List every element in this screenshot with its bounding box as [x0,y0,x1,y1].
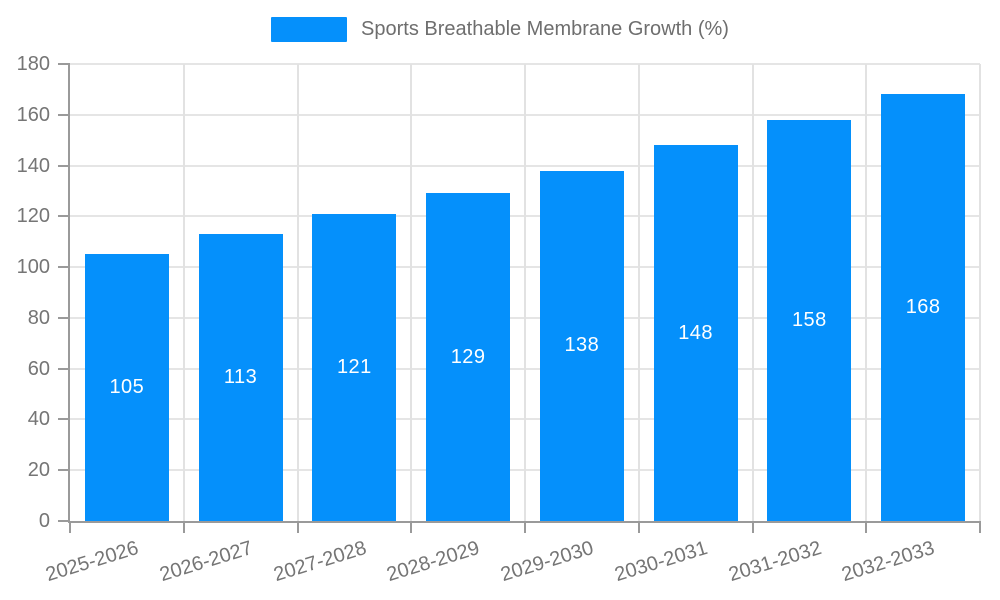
legend[interactable]: Sports Breathable Membrane Growth (%) [0,17,1000,42]
bar-2027-2028: 121 [312,213,397,521]
x-axis-tick-label: 2026-2027 [157,537,256,587]
y-axis-tick [58,418,70,421]
legend-swatch-icon [271,17,348,42]
y-axis-tick [58,215,70,218]
bar-value-label: 168 [905,296,941,319]
bar-2031-2032: 158 [767,119,852,521]
gridline-vertical [865,64,868,521]
bar-value-label: 113 [223,366,258,389]
y-axis-tick-label: 140 [16,154,50,177]
x-axis-tick [751,521,754,533]
x-axis-tick-label: 2032-2033 [839,537,938,587]
bar-2026-2027: 113 [198,234,283,521]
x-axis-tick [69,521,71,533]
y-axis-tick [58,469,70,472]
y-axis-tick-label: 0 [38,510,50,532]
bar-value-label: 148 [678,321,714,344]
gridline-vertical [979,64,981,521]
gridline-vertical [524,64,526,521]
bar-value-label: 158 [791,308,827,331]
x-axis-tick [865,521,868,533]
bar-value-label: 138 [564,334,600,357]
x-axis-tick-label: 2029-2030 [498,537,597,587]
x-axis-tick [296,521,299,533]
bar-value-label: 121 [336,355,372,378]
x-axis-tick-label: 2025-2026 [43,537,142,587]
y-axis-tick-label: 180 [16,53,50,75]
x-axis-tick [182,521,185,533]
bar-2025-2026: 105 [84,254,169,521]
x-axis-tick-label: 2027-2028 [270,537,369,587]
y-axis-tick [58,316,70,319]
gridline-vertical [410,64,413,521]
y-axis-tick-label: 120 [16,205,50,228]
bar-2030-2031: 148 [653,145,738,521]
y-axis-tick-label: 80 [27,306,50,329]
bar-value-label: 105 [109,376,145,399]
x-axis-tick-label: 2031-2032 [725,537,824,587]
x-axis-tick [410,521,413,533]
x-axis-tick [637,521,640,533]
y-axis-tick [58,164,70,167]
y-axis-tick-label: 160 [16,103,50,126]
x-axis-tick-label: 2028-2029 [384,537,483,587]
y-axis-tick [58,63,70,65]
bar-2028-2029: 129 [426,193,511,521]
y-axis-tick [58,367,70,370]
y-axis-tick [58,520,70,522]
bar-2029-2030: 138 [539,170,624,521]
y-axis-tick [58,266,70,269]
x-axis-tick [979,521,981,533]
y-axis-tick-label: 60 [27,357,50,380]
y-axis-tick [58,113,70,116]
y-axis-tick-label: 100 [16,256,50,279]
bar-value-label: 129 [450,345,486,368]
y-axis-tick-label: 20 [27,459,50,482]
gridline-vertical [637,64,640,521]
bar-2032-2033: 168 [881,94,966,521]
y-axis-tick-label: 40 [27,408,50,431]
gridline-vertical [751,64,754,521]
x-axis-tick [524,521,526,533]
x-axis-tick-label: 2030-2031 [612,537,711,587]
gridline-vertical [182,64,185,521]
gridline-vertical [296,64,299,521]
legend-label: Sports Breathable Membrane Growth (%) [361,18,729,40]
plot-area: 0 20 40 60 80 100 120 140 160 180 105 113 121 129 138 1… [17,53,981,586]
